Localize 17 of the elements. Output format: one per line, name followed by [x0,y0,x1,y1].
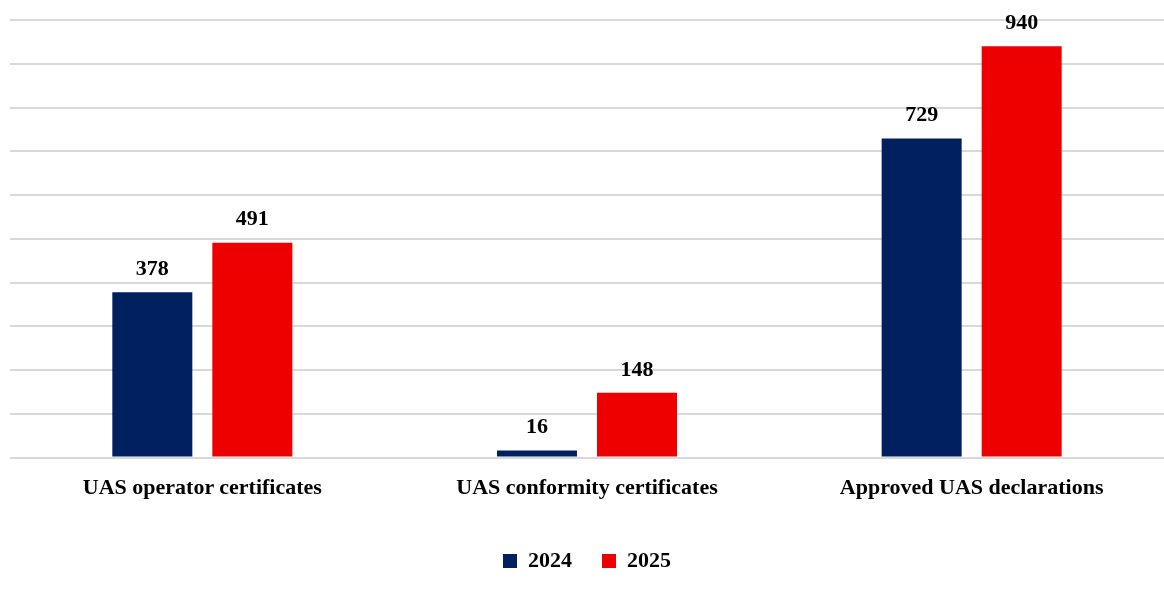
bar [496,450,577,457]
x-tick-label: UAS operator certificates [82,474,323,500]
x-tick-label: UAS conformity certificates [456,474,719,500]
bar [212,242,293,457]
bar [981,46,1062,457]
data-label: 940 [1005,8,1039,34]
bar [597,392,678,457]
data-label: 148 [620,355,654,381]
data-label: 16 [525,413,548,439]
data-label: 378 [135,254,169,280]
x-tick-label: Approved UAS declarations [839,474,1104,500]
data-label: 729 [905,101,939,127]
legend-label: 2024 [528,546,572,572]
data-label: 491 [235,205,269,231]
bar [881,138,962,457]
legend-label: 2025 [627,546,671,572]
bar [112,292,193,457]
